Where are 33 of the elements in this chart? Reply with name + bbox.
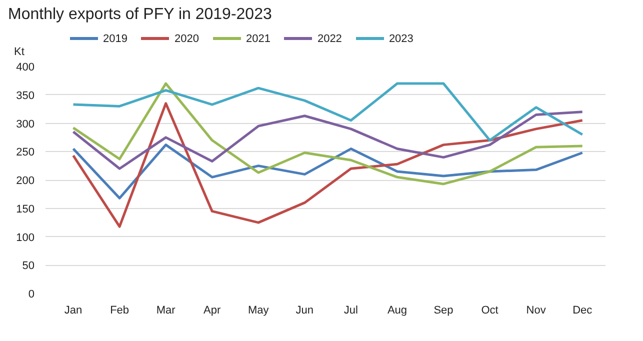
x-tick-label: Oct xyxy=(481,304,498,316)
y-tick-label: 150 xyxy=(16,203,35,216)
legend-label: 2019 xyxy=(103,32,128,45)
y-axis-title: Kt xyxy=(14,46,26,58)
x-tick-label: Jan xyxy=(64,304,82,316)
y-tick-label: 250 xyxy=(16,146,35,159)
line-series xyxy=(72,110,584,170)
x-tick-label: Feb xyxy=(110,304,130,316)
x-tick-label: Jun xyxy=(296,304,314,316)
x-tick-label: May xyxy=(248,304,270,316)
chart-title: Monthly exports of PFY in 2019-2023 xyxy=(8,5,273,25)
y-tick-label: 400 xyxy=(16,62,35,74)
y-tick-label: 100 xyxy=(16,232,35,244)
y-tick-label: 300 xyxy=(16,118,35,130)
line-series xyxy=(72,144,584,200)
x-tick-label: Apr xyxy=(204,304,222,316)
x-tick-label: Sep xyxy=(434,304,454,316)
legend-label: 2022 xyxy=(317,32,342,45)
x-tick-label: Jul xyxy=(344,304,358,316)
legend-label: 2021 xyxy=(246,32,270,45)
y-tick-label: 0 xyxy=(28,288,35,300)
y-tick-label: 350 xyxy=(16,90,35,102)
legend-label: 2023 xyxy=(388,32,414,45)
y-tick-label: 200 xyxy=(16,175,35,187)
x-tick-label: Nov xyxy=(526,304,546,316)
legend-label: 2020 xyxy=(174,32,199,45)
x-tick-label: Dec xyxy=(572,304,593,316)
x-tick-label: Mar xyxy=(156,304,176,316)
line-series xyxy=(72,82,584,142)
x-tick-label: Aug xyxy=(387,304,408,316)
line-series xyxy=(72,102,584,228)
y-tick-label: 50 xyxy=(22,260,35,272)
line-series xyxy=(72,82,584,186)
